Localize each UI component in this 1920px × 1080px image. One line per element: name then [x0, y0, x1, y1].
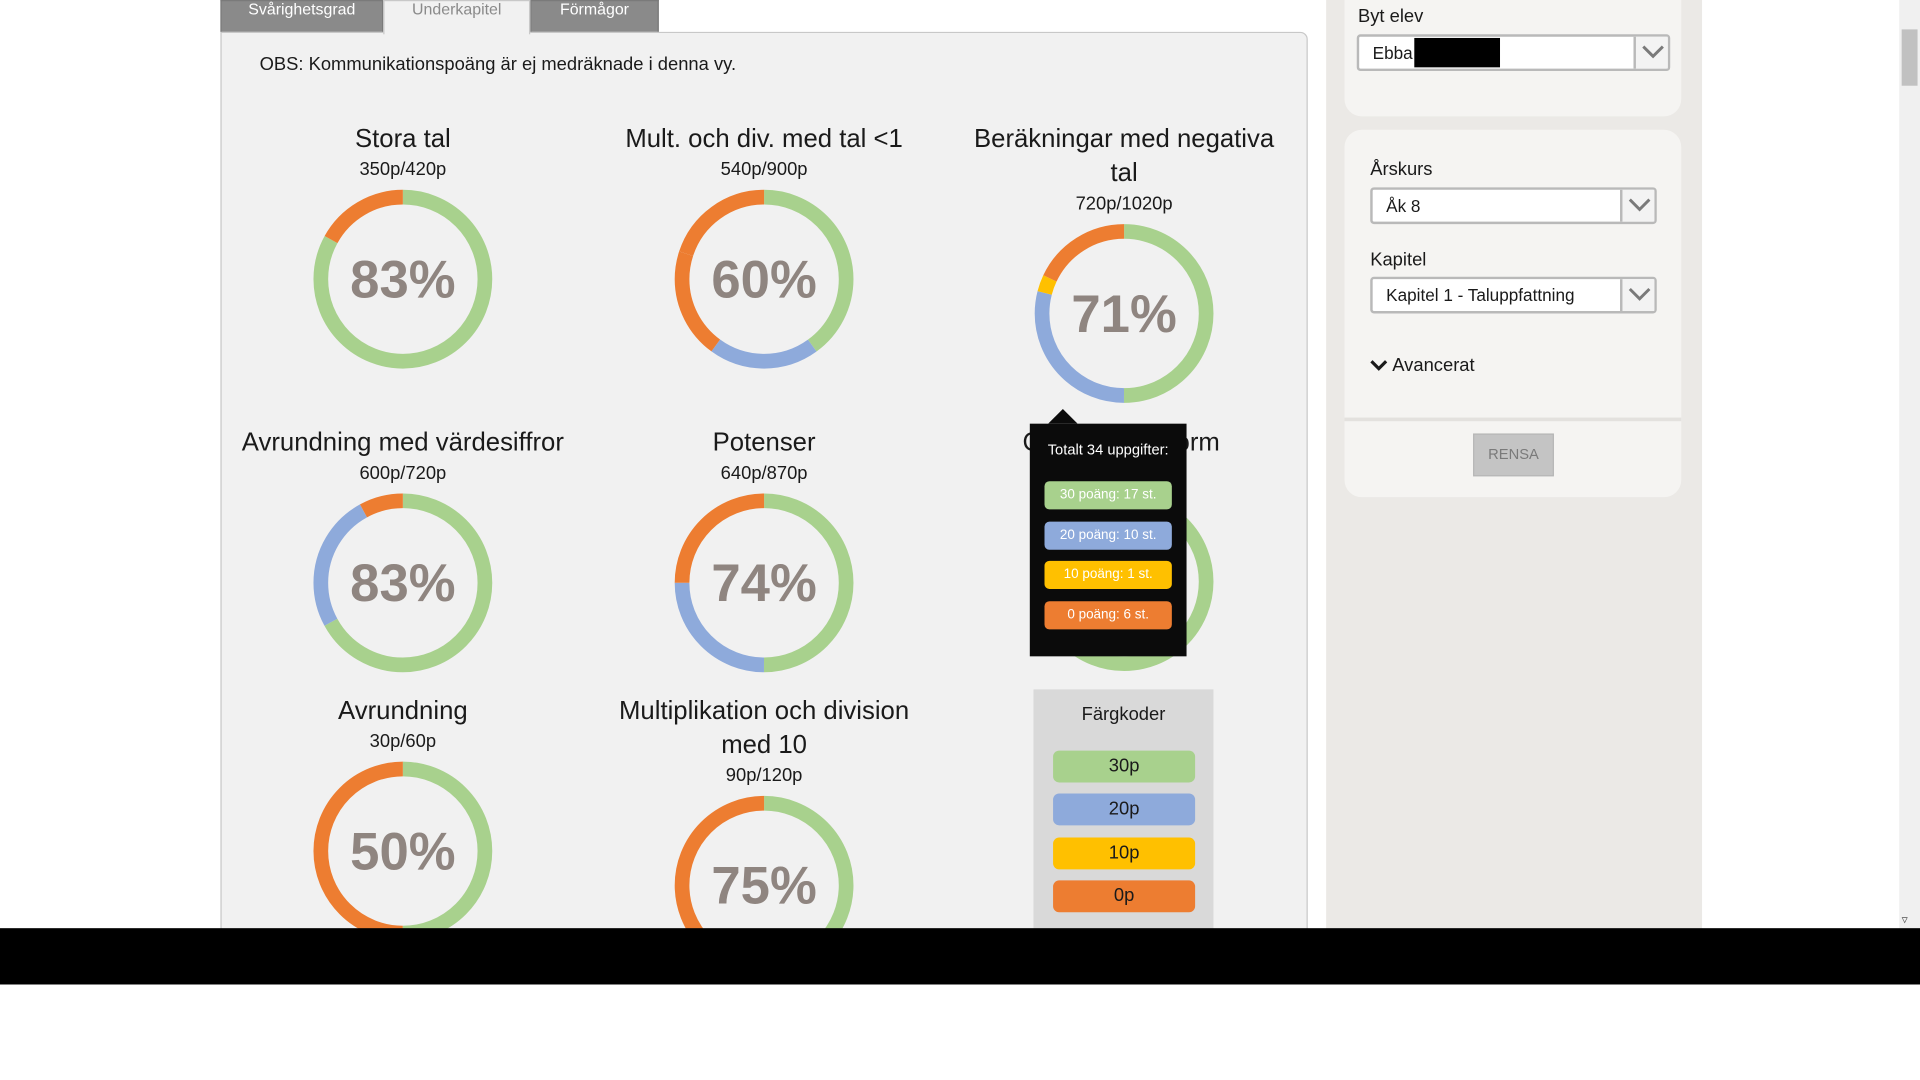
donut-percent: 83%	[350, 554, 455, 613]
tab-difficulty[interactable]: Svårighetsgrad	[220, 0, 384, 32]
card-points: 30p/60p	[369, 731, 437, 752]
donut-chart[interactable]: 83%	[311, 187, 495, 371]
clear-button[interactable]: RENSA	[1473, 433, 1554, 477]
tooltip-title: Totalt 34 uppgifter:	[1047, 440, 1169, 458]
tab-abilities[interactable]: Förmågor	[530, 0, 659, 32]
chevron-down-icon[interactable]	[1633, 36, 1668, 69]
segment-0p	[313, 761, 493, 941]
scrollbar-thumb[interactable]	[1901, 29, 1918, 86]
subchapter-card: Avrundning 30p/60p 50%	[219, 694, 586, 943]
segment-30p	[674, 493, 854, 673]
tooltip-arrow	[1048, 408, 1078, 424]
segment-0p	[1034, 224, 1214, 403]
notice-text: OBS: Kommunikationspoäng är ej medräknad…	[259, 53, 737, 75]
card-points: 600p/720p	[359, 462, 447, 484]
donut-percent: 75%	[711, 857, 816, 916]
chapter-value: Kapitel 1 - Taluppfattning	[1386, 285, 1575, 305]
legend-title: Färgkoder	[1081, 704, 1166, 725]
segment-20p	[674, 189, 854, 369]
donut-chart[interactable]: 74%	[672, 491, 856, 675]
tooltip-20p: 20 poäng: 10 st.	[1044, 521, 1172, 550]
scroll-down-icon[interactable]: ▿	[1901, 913, 1908, 927]
legend-10p: 10p	[1053, 837, 1196, 870]
tooltip-10p: 10 poäng: 1 st.	[1044, 560, 1172, 589]
donut-percent: 71%	[1071, 285, 1176, 344]
chevron-down-icon[interactable]	[1620, 189, 1655, 222]
card-title: Avrundning med värdesiffror	[241, 428, 564, 457]
points-tooltip: Totalt 34 uppgifter: 30 poäng: 17 st. 20…	[1029, 423, 1187, 657]
legend-20p: 20p	[1053, 793, 1196, 826]
color-legend: Färgkoder 30p 20p 10p 0p	[1033, 689, 1214, 935]
segment-20p	[313, 493, 493, 673]
chapter-label: Kapitel	[1370, 249, 1427, 271]
student-select[interactable]: Ebba	[1356, 34, 1671, 72]
segment-0p	[313, 189, 493, 369]
tooltip-30p: 30 poäng: 17 st.	[1044, 481, 1172, 510]
tooltip-0p: 0 poäng: 6 st.	[1044, 601, 1172, 630]
donut-chart[interactable]: 60%	[672, 187, 856, 371]
card-title: Mult. och div. med tal <1	[625, 124, 903, 154]
segment-0p	[674, 189, 854, 369]
card-title: Avrundning	[338, 696, 468, 725]
card-title: Beräkningar med negativa tal	[973, 124, 1275, 188]
student-value: Ebba	[1372, 42, 1413, 63]
segment-20p	[674, 493, 854, 673]
scrollbar[interactable]	[1899, 0, 1920, 931]
segment-30p	[674, 189, 854, 369]
donut-chart[interactable]: 71%	[1032, 222, 1216, 406]
advanced-label: Avancerat	[1392, 355, 1475, 376]
subchapter-card: Potenser 640p/870p 74%	[580, 426, 947, 675]
card-title: Potenser	[712, 428, 816, 457]
legend-30p: 30p	[1053, 750, 1196, 783]
grade-label: Årskurs	[1370, 159, 1433, 181]
advanced-toggle[interactable]: Avancerat	[1370, 355, 1475, 376]
donut-chart[interactable]: 50%	[311, 759, 495, 943]
donut-percent: 83%	[350, 251, 455, 310]
subchapter-card: Avrundning med värdesiffror 600p/720p 83…	[219, 426, 586, 675]
segment-0p	[313, 493, 493, 673]
redacted-name	[1414, 37, 1501, 68]
divider	[1344, 417, 1682, 422]
card-title: Stora tal	[354, 124, 451, 154]
subchapter-card: Stora tal 350p/420p 83%	[219, 122, 586, 371]
student-label: Byt elev	[1357, 6, 1424, 27]
subchapter-card: Beräkningar med negativa tal 720p/1020p …	[940, 122, 1307, 405]
card-points: 640p/870p	[720, 462, 808, 484]
card-points: 90p/120p	[725, 765, 803, 787]
grade-select[interactable]: Åk 8	[1370, 187, 1657, 225]
segment-20p	[1034, 224, 1214, 403]
tab-subchapters[interactable]: Underkapitel	[383, 0, 531, 35]
card-title: Multiplikation och division med 10	[619, 696, 910, 760]
chevron-down-icon	[1370, 360, 1388, 371]
card-points: 540p/900p	[720, 159, 808, 181]
donut-percent: 50%	[350, 822, 455, 881]
card-points: 350p/420p	[359, 159, 447, 181]
donut-chart[interactable]: 83%	[311, 491, 495, 675]
bottom-bar	[0, 928, 1920, 985]
donut-percent: 60%	[711, 251, 816, 310]
chevron-down-icon[interactable]	[1620, 279, 1655, 312]
grade-value: Åk 8	[1386, 195, 1421, 216]
card-points: 720p/1020p	[1075, 193, 1173, 215]
subchapter-card: Mult. och div. med tal <1 540p/900p 60%	[580, 122, 947, 371]
subchapter-card: Multiplikation och division med 10 90p/1…	[580, 694, 947, 977]
donut-percent: 74%	[711, 554, 816, 613]
legend-0p: 0p	[1053, 880, 1196, 913]
chapter-select[interactable]: Kapitel 1 - Taluppfattning	[1370, 276, 1657, 314]
